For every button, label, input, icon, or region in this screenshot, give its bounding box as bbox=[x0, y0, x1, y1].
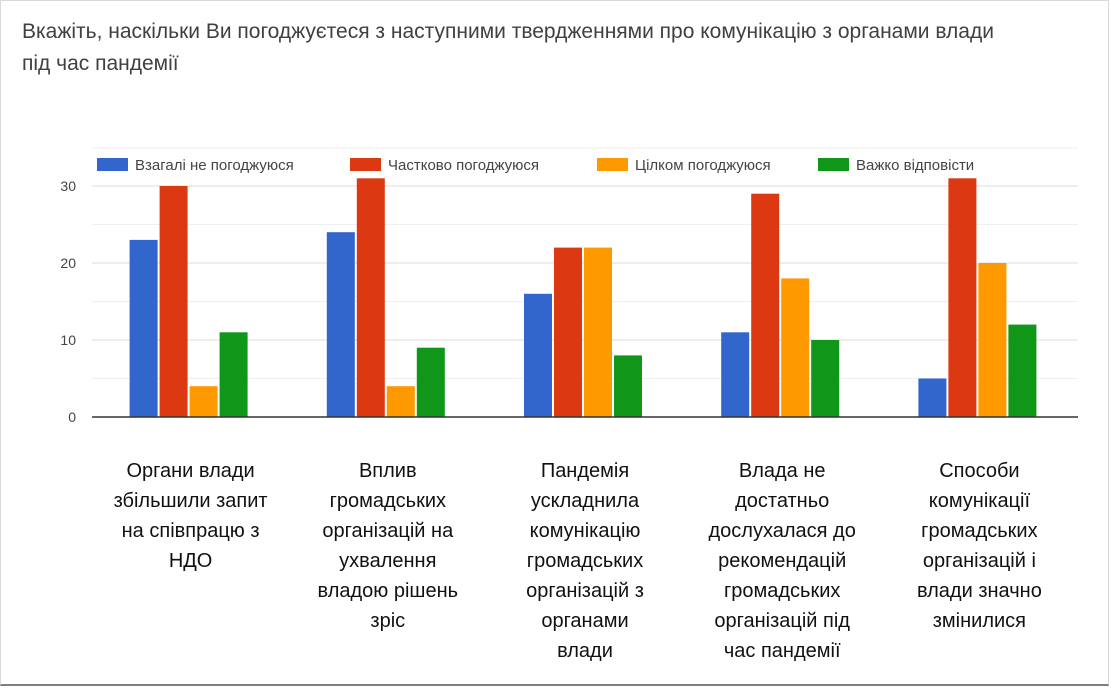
bar bbox=[524, 293, 552, 417]
bar bbox=[326, 232, 355, 417]
legend-swatch bbox=[350, 158, 381, 171]
legend-swatch bbox=[818, 158, 849, 171]
category-label: Способи комунікації громадських організа… bbox=[916, 460, 1042, 632]
category-label: Органи влади збільшили запит на співпрац… bbox=[113, 460, 268, 572]
y-tick-label: 20 bbox=[60, 255, 76, 271]
bar bbox=[386, 386, 415, 417]
bar bbox=[811, 340, 840, 417]
bar bbox=[1008, 324, 1037, 417]
bar bbox=[614, 355, 642, 417]
chart-title: Вкажіть, наскільки Ви погоджуєтеся з нас… bbox=[22, 20, 994, 75]
bar bbox=[781, 278, 810, 417]
category-label: Вплив громадських організацій на ухвален… bbox=[317, 460, 459, 632]
y-axis-ticks: 0 10 20 30 bbox=[60, 178, 76, 425]
bar bbox=[416, 347, 445, 417]
legend: Взагалі не погоджуюся Частково погоджуюся… bbox=[97, 157, 974, 174]
bar bbox=[721, 332, 750, 417]
legend-label: Взагалі не погоджуюся bbox=[135, 157, 294, 174]
legend-swatch bbox=[597, 158, 628, 171]
bar bbox=[356, 178, 385, 417]
bar bbox=[159, 186, 188, 417]
y-tick-label: 10 bbox=[60, 332, 76, 348]
bar bbox=[918, 378, 947, 417]
bar bbox=[584, 247, 612, 417]
bar bbox=[554, 247, 582, 417]
bars bbox=[129, 178, 1037, 417]
bar bbox=[948, 178, 977, 417]
bar bbox=[189, 386, 218, 417]
category-label: Пандемія ускладнила комунікацію громадсь… bbox=[526, 460, 644, 662]
legend-swatch bbox=[97, 158, 128, 171]
y-tick-label: 30 bbox=[60, 178, 76, 194]
legend-label: Важко відповісти bbox=[856, 157, 974, 174]
bar bbox=[219, 332, 248, 417]
bar bbox=[751, 193, 780, 417]
bar bbox=[129, 239, 158, 417]
y-tick-label: 0 bbox=[68, 409, 76, 425]
legend-label: Цілком погоджуюся bbox=[635, 157, 771, 174]
bar bbox=[978, 263, 1007, 417]
legend-label: Частково погоджуюся bbox=[388, 157, 539, 174]
category-label: Влада не достатньо дослухалася до рекоме… bbox=[708, 460, 856, 662]
